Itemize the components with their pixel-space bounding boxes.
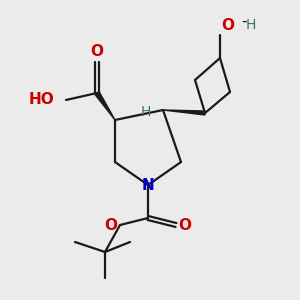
Text: O: O xyxy=(178,218,191,232)
Polygon shape xyxy=(95,92,115,120)
Text: O: O xyxy=(91,44,103,59)
Text: H: H xyxy=(141,105,151,119)
Text: O: O xyxy=(104,218,118,232)
Text: H: H xyxy=(246,18,256,32)
Text: -: - xyxy=(241,14,247,28)
Text: O: O xyxy=(221,17,235,32)
Text: N: N xyxy=(142,178,154,193)
Text: HO: HO xyxy=(28,92,54,107)
Polygon shape xyxy=(163,110,205,115)
